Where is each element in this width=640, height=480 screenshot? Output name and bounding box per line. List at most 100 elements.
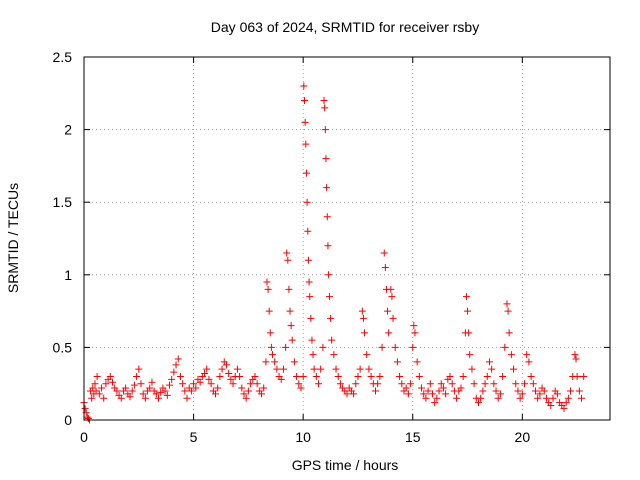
data-point [494,394,502,402]
data-point [295,380,303,388]
data-point [560,404,568,412]
data-point [422,394,430,402]
data-point [410,322,418,330]
data-point [398,380,406,388]
data-point [179,380,187,388]
data-point [284,256,292,264]
data-point [575,387,583,395]
data-point [542,394,550,402]
data-point [459,372,467,380]
data-point [304,227,312,235]
data-point [466,351,474,359]
data-point [376,372,384,380]
data-point [448,380,456,388]
data-point [358,307,366,315]
data-point [305,278,313,286]
data-point [92,387,100,395]
data-point [518,390,526,398]
data-point [203,365,211,373]
data-point [267,343,275,351]
data-point [465,329,473,337]
data-point [196,378,204,386]
data-point [420,390,428,398]
data-point [247,380,255,388]
data-point [384,307,392,315]
data-point [152,390,160,398]
data-point [492,387,500,395]
data-point [315,380,323,388]
data-point [567,387,575,395]
data-point [426,380,434,388]
data-point [212,390,219,398]
data-point [174,355,182,363]
data-point [325,293,333,301]
data-point [130,381,138,389]
data-point [521,380,529,388]
data-point [564,394,572,402]
data-point [126,393,134,401]
data-point [510,365,518,373]
y-tick-labels: 0 0.5 1 1.5 2 2.5 [53,49,73,428]
data-point [128,387,136,395]
data-point [293,372,301,380]
data-point [137,380,145,388]
data-point [266,329,274,337]
data-point [227,375,235,383]
data-point [374,380,382,388]
data-point [496,390,504,398]
y-tick-label: 2.5 [53,49,73,65]
data-point [330,351,338,359]
data-point [205,375,213,383]
data-point [100,394,108,402]
data-point [218,365,226,373]
data-point [172,361,180,369]
data-point [396,372,404,380]
data-point [309,351,317,359]
data-point [325,271,333,279]
data-point [236,372,244,380]
data-point [222,361,230,369]
data-point [301,118,309,126]
data-point [531,387,539,395]
data-point [389,314,397,322]
data-point [106,372,114,380]
data-point [308,336,316,344]
data-point [307,314,315,322]
data-point [282,343,290,351]
data-point [485,358,493,366]
y-tick-label: 0 [64,412,72,428]
data-point [457,384,465,392]
data-point [168,375,176,383]
axis-ticks [83,56,610,421]
data-point [477,394,485,402]
plot-frame [83,56,611,421]
data-point [81,404,89,412]
data-point [263,278,271,286]
data-point [503,300,511,308]
data-point [265,307,273,315]
y-tick-label: 0.5 [53,339,73,355]
y-tick-label: 1 [64,267,72,283]
data-point [549,394,557,402]
data-point [242,394,250,402]
data-point [287,322,295,330]
data-point [324,242,332,250]
data-point [170,368,178,376]
data-point [334,372,342,380]
data-point [89,384,97,392]
data-point [290,358,298,366]
data-point [490,380,498,388]
data-point [102,380,110,388]
x-axis-label: GPS time / hours [292,457,399,473]
data-point [483,372,491,380]
data-point [540,387,548,395]
data-point [343,390,351,398]
data-point [380,249,388,257]
data-point [328,336,336,344]
data-point [264,285,272,293]
data-point [283,249,291,257]
data-point [371,387,379,395]
data-point [525,358,533,366]
data-point [501,343,509,351]
